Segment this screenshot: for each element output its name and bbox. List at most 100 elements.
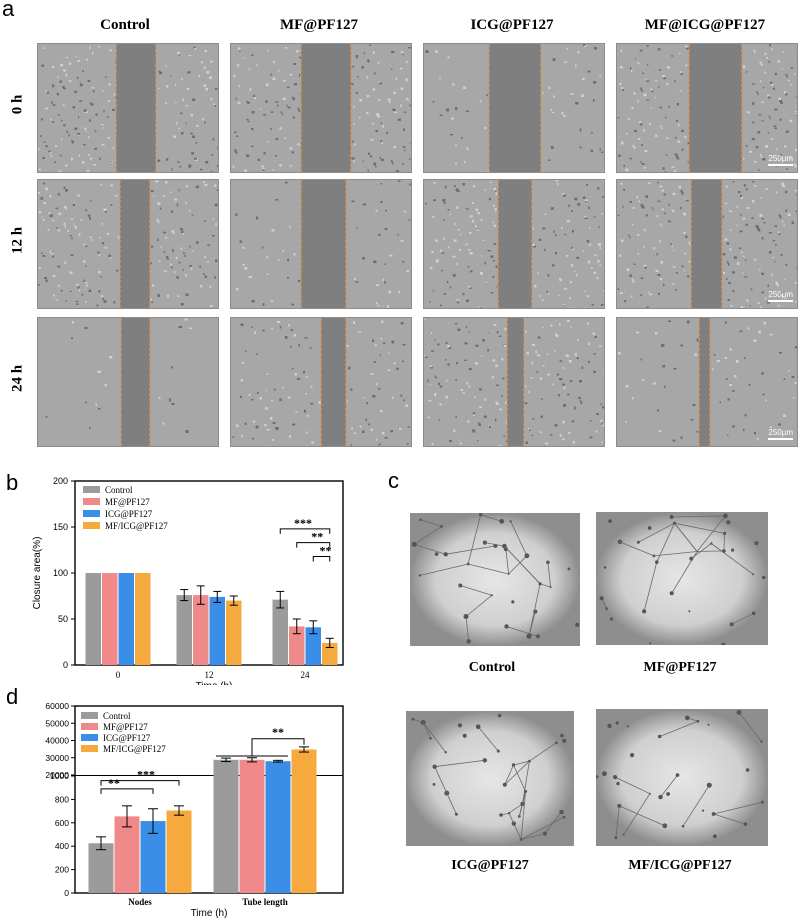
- bar-Control-Tube length: [213, 759, 239, 893]
- legend-label: Control: [105, 485, 133, 495]
- bar-Control-0: [85, 573, 101, 665]
- x-axis-label: Time (h): [196, 681, 233, 685]
- bar-Control-24: [272, 599, 288, 665]
- legend-label: MF/ICG@PF127: [105, 521, 168, 531]
- micrograph-mficg-12h: 250μm: [616, 179, 798, 309]
- bar-Control-Nodes: [88, 843, 114, 893]
- tube-image-icg: [406, 711, 574, 846]
- legend-swatch: [83, 498, 100, 505]
- significance-label: ***: [137, 768, 155, 782]
- row-header-12h: 12 h: [9, 226, 26, 255]
- significance-label: ***: [294, 516, 312, 530]
- tube-image-control: [410, 513, 580, 646]
- col-header-control: Control: [100, 17, 150, 33]
- bar-MF/ICG@PF127-0: [135, 573, 151, 665]
- row-header-0h: 0 h: [9, 94, 26, 115]
- micrograph-mf-24h: [230, 317, 412, 447]
- x-tick-label: 0: [116, 670, 121, 680]
- y-tick-label: 30000: [45, 753, 69, 763]
- y-tick-label: 40000: [45, 736, 69, 746]
- significance-bracket: [100, 780, 180, 786]
- significance-label: **: [108, 776, 120, 790]
- y-tick-label: 0: [64, 888, 69, 898]
- y-tick-label: 60000: [45, 701, 69, 711]
- y-tick-label: 800: [55, 794, 69, 804]
- x-tick-label: 12: [205, 670, 214, 680]
- micrograph-control-0h: [37, 43, 219, 173]
- bar-ICG@PF127-0: [118, 573, 134, 665]
- tube-caption-mficg: MF/ICG@PF127: [628, 858, 732, 873]
- significance-bracket: [251, 738, 305, 757]
- tube-image-mficg: [596, 709, 768, 846]
- tube-caption-control: Control: [468, 660, 516, 675]
- significance-bracket: [312, 555, 331, 562]
- panel-b-label: b: [6, 470, 19, 495]
- legend-swatch: [81, 723, 98, 730]
- significance-bracket: [296, 542, 331, 548]
- legend-swatch: [81, 734, 98, 741]
- legend-swatch: [81, 712, 98, 719]
- micrograph-mf-0h: [230, 43, 412, 173]
- bar-MF@PF127-Nodes: [114, 816, 140, 893]
- y-axis-label: Closure area(%): [32, 537, 43, 610]
- significance-bracket: [279, 528, 331, 534]
- legend-swatch: [83, 486, 100, 493]
- x-tick-label: Nodes: [128, 897, 152, 907]
- micrograph-icg-0h: [423, 43, 605, 173]
- bar-MF@PF127-12: [193, 595, 209, 665]
- micrograph-mficg-24h: 250μm: [616, 317, 798, 447]
- micrograph-icg-12h: [423, 179, 605, 309]
- panel-d-label: d: [6, 684, 19, 709]
- tube-caption-icg: ICG@PF127: [451, 858, 529, 873]
- bar-ICG@PF127-Tube length: [265, 761, 291, 893]
- bar-MF/ICG@PF127-24: [322, 642, 338, 665]
- col-header-mficg: MF@ICG@PF127: [644, 17, 766, 33]
- scale-bar: 250μm: [768, 154, 793, 166]
- micrograph-mf-12h: [230, 179, 412, 309]
- legend-label: MF@PF127: [103, 722, 148, 732]
- y-tick-label: 400: [55, 841, 69, 851]
- y-tick-label: 50000: [45, 718, 69, 728]
- y-tick-label: 20000: [45, 770, 69, 780]
- legend-label: MF@PF127: [105, 497, 150, 507]
- micrograph-control-24h: [37, 317, 219, 447]
- tube-image-mf: [596, 512, 768, 645]
- micrograph-icg-24h: [423, 317, 605, 447]
- y-tick-label: 200: [53, 476, 68, 486]
- legend-swatch: [81, 745, 98, 752]
- y-tick-label: 100: [53, 568, 68, 578]
- closure-area-chart: 0 50 100 150 200 Closure area(%) 0 12 24 Time (h)…: [32, 476, 344, 685]
- x-tick-label: Tube length: [242, 897, 287, 907]
- bar-MF/ICG@PF127-Nodes: [166, 810, 192, 893]
- bar-Control-12: [176, 595, 192, 665]
- bar-MF/ICG@PF127-12: [226, 600, 242, 665]
- bar-MF@PF127-Tube length: [239, 759, 265, 893]
- panel-c-label: c: [388, 468, 399, 493]
- y-tick-label: 600: [55, 818, 69, 828]
- legend-swatch: [83, 522, 100, 529]
- y-tick-label: 0: [63, 660, 68, 670]
- bar-ICG@PF127-24: [305, 627, 321, 665]
- legend-label: ICG@PF127: [103, 733, 151, 743]
- x-axis-label: Time (h): [191, 908, 228, 919]
- y-tick-label: 50: [58, 614, 68, 624]
- row-header-24h: 24 h: [9, 364, 26, 393]
- legend-swatch: [83, 510, 100, 517]
- significance-label: **: [272, 725, 284, 739]
- bar-MF@PF127-0: [102, 573, 118, 665]
- panel-a-label: a: [2, 0, 15, 21]
- significance-label: **: [320, 543, 332, 557]
- x-tick-label: 24: [301, 670, 311, 680]
- bar-MF@PF127-24: [289, 626, 305, 665]
- significance-bracket: [100, 788, 154, 794]
- scale-bar: 250μm: [768, 290, 793, 302]
- tube-formation-chart: 20000 30000 40000 50000 60000 0 200 400 600 800 10…: [45, 701, 344, 919]
- col-header-mf: MF@PF127: [279, 17, 359, 33]
- y-tick-label: 1000: [50, 771, 69, 781]
- legend-label: ICG@PF127: [105, 509, 153, 519]
- y-tick-label: 200: [55, 865, 69, 875]
- bar-ICG@PF127-12: [209, 596, 225, 665]
- legend-label: Control: [103, 711, 131, 721]
- bar-MF/ICG@PF127-Tube length: [291, 749, 317, 893]
- y-tick-label: 150: [53, 522, 68, 532]
